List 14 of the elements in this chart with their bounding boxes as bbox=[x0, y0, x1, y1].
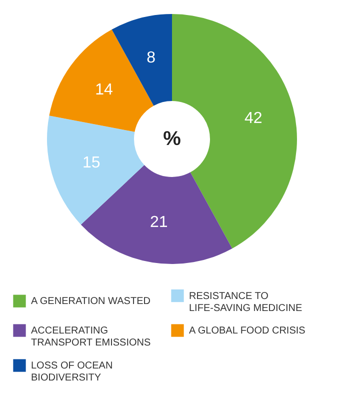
text: % bbox=[163, 128, 182, 150]
data-label: 15 bbox=[82, 154, 100, 172]
legend-label: RESISTANCE TO LIFE-SAVING MEDICINE bbox=[189, 290, 302, 314]
data-label: 21 bbox=[150, 214, 168, 231]
donut-slice bbox=[49, 29, 154, 132]
donut-slice bbox=[47, 116, 144, 225]
legend-label: LOSS OF OCEAN BIODIVERSITY bbox=[31, 360, 113, 384]
legend-label: ACCELERATING TRANSPORT EMISSIONS bbox=[31, 326, 151, 348]
legend-label: A GENERATION WASTED bbox=[31, 296, 150, 308]
donut-slice bbox=[112, 14, 172, 106]
data-label: 42 bbox=[244, 110, 262, 128]
legend-label: A GLOBAL FOOD CRISIS bbox=[189, 326, 306, 336]
data-label: 8 bbox=[146, 50, 156, 67]
data-label: 14 bbox=[95, 82, 114, 99]
